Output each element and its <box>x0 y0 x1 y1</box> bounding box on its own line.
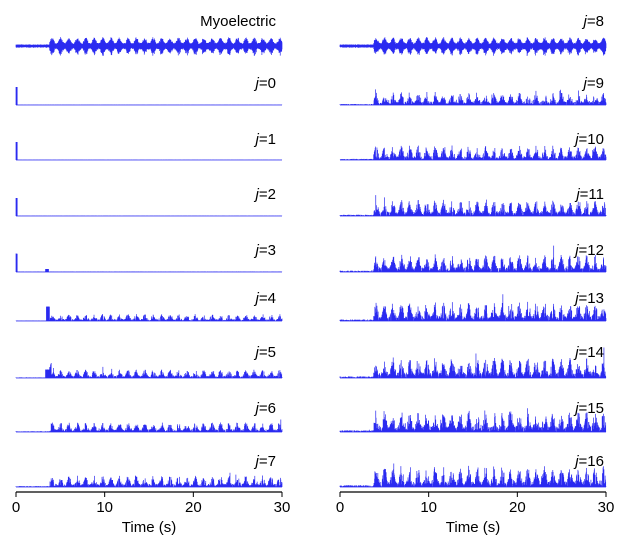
panel-label-index-symbol: j <box>574 186 580 203</box>
panel-label: j=13 <box>573 290 604 307</box>
x-tick-label: 10 <box>420 499 437 516</box>
panel-labels: Myoelectricj=0j=1j=2j=3j=4j=5j=6j=7j=8j=… <box>200 13 604 470</box>
panel-label-index-symbol: j <box>573 400 579 417</box>
panel-label-index-symbol: j <box>254 290 260 307</box>
panel-label-index-symbol: j <box>582 75 588 92</box>
panel-label: j=14 <box>573 344 604 361</box>
panel-label-index-symbol: j <box>254 344 260 361</box>
panel-label-index-symbol: j <box>573 242 579 259</box>
x-tick-label: 30 <box>274 499 291 516</box>
panel-label: j=5 <box>254 344 276 361</box>
signal-trace-j-3 <box>15 253 283 272</box>
time-axes: 0 10 20 30 Time (s) 0 10 20 30 Time (s) <box>12 491 615 536</box>
panel-label-value: =1 <box>259 131 276 148</box>
signal-trace-j-10 <box>339 145 607 160</box>
panel-label: j=1 <box>254 131 276 148</box>
panel-label-value: =10 <box>579 131 604 148</box>
signal-trace-j-7 <box>15 472 283 487</box>
panel-label-index-symbol: j <box>582 13 588 30</box>
panel-label-value: =13 <box>579 290 604 307</box>
signal-trace-j-15 <box>339 408 607 432</box>
panel-label: j=7 <box>254 453 276 470</box>
panel-label-value: =4 <box>259 290 276 307</box>
panel-label-index-symbol: j <box>254 453 260 470</box>
signal-trace-j-8 <box>339 37 607 56</box>
panel-label-index-symbol: j <box>573 131 579 148</box>
signal-trace-j-2 <box>15 198 283 216</box>
signal-trace-j-9 <box>339 89 607 105</box>
signal-trace-j-16 <box>339 463 607 487</box>
panel-label-index-symbol: j <box>254 400 260 417</box>
x-axis-title: Time (s) <box>122 519 176 536</box>
panel-label: Myoelectric <box>200 13 276 30</box>
x-tick-label: 20 <box>185 499 202 516</box>
panel-label-value: =0 <box>259 75 276 92</box>
panel-label-value: =11 <box>580 186 604 203</box>
panel-label-value: =12 <box>579 242 604 259</box>
panel-label-value: =14 <box>579 344 604 361</box>
panel-label: j=16 <box>573 453 604 470</box>
panel-label-value: =15 <box>579 400 604 417</box>
panel-label: j=15 <box>573 400 604 417</box>
panel-label-index-symbol: j <box>254 75 260 92</box>
signal-trace-myoelectric <box>15 37 283 56</box>
panel-label-index-symbol: j <box>573 344 579 361</box>
panel-label-value: =2 <box>259 186 276 203</box>
signal-traces <box>15 37 607 488</box>
panel-label: j=8 <box>582 13 604 30</box>
panel-label-index-symbol: j <box>254 186 260 203</box>
signal-trace-j-6 <box>15 419 283 432</box>
signal-trace-j-11 <box>339 195 607 216</box>
panel-label: j=3 <box>254 242 276 259</box>
signal-trace-j-13 <box>339 294 607 321</box>
panel-label: j=6 <box>254 400 276 417</box>
signal-trace-j-14 <box>339 347 607 378</box>
panel-label-index-symbol: j <box>254 131 260 148</box>
panel-label-value: =5 <box>259 344 276 361</box>
panel-label: j=0 <box>254 75 276 92</box>
panel-label: j=11 <box>574 186 604 203</box>
signal-trace-j-12 <box>339 245 607 272</box>
signal-trace-j-0 <box>15 87 283 105</box>
panel-label-value: =16 <box>579 453 604 470</box>
signal-trace-j-1 <box>15 142 283 160</box>
panel-label: j=12 <box>573 242 604 259</box>
x-tick-label: 10 <box>96 499 113 516</box>
panel-label-index-symbol: j <box>573 453 579 470</box>
panel-label-value: =9 <box>587 75 604 92</box>
panel-label-index-symbol: j <box>254 242 260 259</box>
x-tick-label: 0 <box>336 499 344 516</box>
x-tick-label: 30 <box>598 499 615 516</box>
x-axis-title: Time (s) <box>446 519 500 536</box>
x-tick-label: 20 <box>509 499 526 516</box>
panel-label-value: =7 <box>259 453 276 470</box>
x-tick-label: 0 <box>12 499 20 516</box>
panel-label-value: =6 <box>259 400 276 417</box>
panel-label: j=9 <box>582 75 604 92</box>
panel-label: j=4 <box>254 290 276 307</box>
panel-label: j=10 <box>573 131 604 148</box>
panel-label-index-symbol: j <box>573 290 579 307</box>
signal-trace-j-4 <box>15 306 283 321</box>
panel-label-value: =3 <box>259 242 276 259</box>
panel-label: j=2 <box>254 186 276 203</box>
panel-label-value: =8 <box>587 13 604 30</box>
signal-trace-j-5 <box>15 363 283 378</box>
